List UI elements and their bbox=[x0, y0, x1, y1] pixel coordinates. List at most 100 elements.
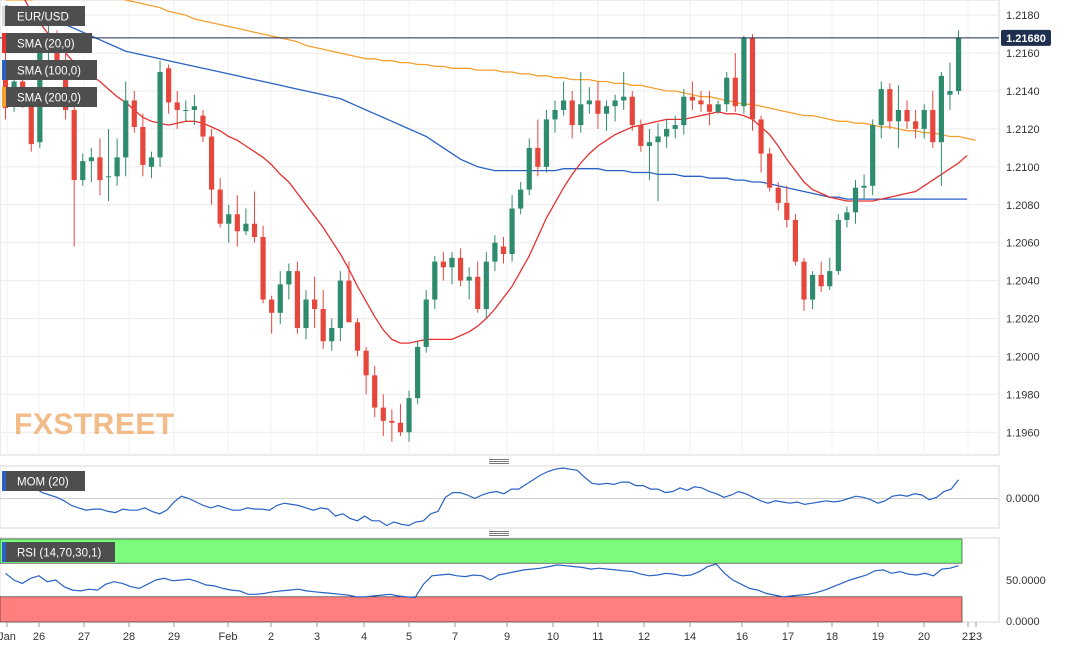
rsi-legend-bg bbox=[2, 542, 115, 562]
candle-body bbox=[449, 257, 455, 268]
rsi-y-tick-50: 50.0000 bbox=[1006, 575, 1046, 587]
legend: EUR/USD SMA (20,0) SMA (100,0) SMA (200,… bbox=[2, 6, 97, 107]
candle-body bbox=[775, 187, 781, 203]
candle-body bbox=[492, 242, 498, 262]
price-y-tick: 1.1960 bbox=[1006, 427, 1040, 439]
sma100-line bbox=[5, 5, 968, 200]
candle bbox=[105, 128, 112, 201]
legend-sma20-text: SMA (20,0) bbox=[17, 39, 75, 51]
candle-body bbox=[560, 100, 567, 110]
candle bbox=[226, 204, 232, 243]
candle-body bbox=[80, 161, 86, 181]
candle-body bbox=[114, 157, 120, 177]
candle bbox=[346, 261, 352, 323]
candle-body bbox=[260, 236, 266, 300]
x-tick-label: 4 bbox=[361, 631, 367, 643]
candle-body bbox=[346, 280, 352, 323]
candle bbox=[311, 276, 318, 328]
sma200-line bbox=[5, 0, 976, 141]
candle bbox=[483, 252, 489, 319]
candle bbox=[767, 147, 773, 192]
candle bbox=[191, 94, 197, 126]
candle bbox=[955, 30, 962, 95]
candle-body bbox=[140, 127, 146, 165]
candle bbox=[457, 248, 464, 287]
candle bbox=[88, 147, 94, 182]
resize-handle-rsi[interactable] bbox=[489, 531, 509, 536]
candle-body bbox=[509, 208, 515, 255]
candle-body bbox=[938, 75, 944, 143]
rsi-y-tick-0: 0.0000 bbox=[1006, 616, 1040, 628]
candle-body bbox=[552, 109, 558, 120]
candle-body bbox=[784, 202, 790, 220]
candle bbox=[578, 72, 584, 133]
candle-body bbox=[870, 125, 876, 186]
candle bbox=[277, 271, 283, 325]
candle-body bbox=[166, 68, 172, 103]
candle-body bbox=[844, 212, 850, 220]
candle bbox=[148, 151, 155, 179]
price-panel-frame bbox=[0, 0, 1000, 456]
candle bbox=[415, 341, 421, 404]
candle bbox=[166, 64, 172, 114]
candle bbox=[664, 119, 670, 148]
x-tick-label: 26 bbox=[33, 631, 45, 643]
candle-body bbox=[337, 280, 343, 328]
x-tick-label: 14 bbox=[684, 631, 696, 643]
candle-body bbox=[681, 96, 687, 126]
candle bbox=[706, 91, 713, 126]
rsi-series-line bbox=[5, 563, 959, 599]
candle-body bbox=[329, 327, 335, 342]
candle-body bbox=[612, 100, 618, 107]
candle-body bbox=[689, 96, 695, 101]
candle-body bbox=[251, 223, 258, 237]
candle bbox=[827, 257, 833, 291]
candle bbox=[801, 257, 807, 311]
candle-body bbox=[603, 106, 610, 114]
mom-panel: 0.0000 MOM (20) bbox=[0, 465, 1040, 529]
candle-body bbox=[483, 261, 489, 310]
x-tick-label: 18 bbox=[826, 631, 838, 643]
resize-handle-mom[interactable] bbox=[489, 459, 509, 464]
candle bbox=[852, 180, 859, 224]
candle-body bbox=[586, 100, 592, 105]
candle bbox=[440, 252, 446, 281]
price-y-tick: 1.1980 bbox=[1006, 389, 1040, 401]
candle-body bbox=[217, 189, 223, 224]
candle-body bbox=[655, 136, 661, 143]
candle-body bbox=[226, 214, 232, 224]
candle-body bbox=[475, 276, 481, 310]
candle-body bbox=[947, 91, 953, 95]
mom-legend-marker bbox=[2, 471, 6, 491]
candle bbox=[586, 87, 592, 114]
candle bbox=[698, 91, 704, 112]
candle bbox=[775, 182, 781, 211]
candle-body bbox=[320, 309, 326, 342]
candle bbox=[363, 346, 369, 395]
x-tick-label: 17 bbox=[782, 631, 794, 643]
price-panel: FXSTREET 1.21801.21601.21401.21201.21001… bbox=[0, 0, 1051, 456]
candle-body bbox=[148, 157, 155, 167]
candle bbox=[921, 104, 927, 139]
candle bbox=[372, 365, 378, 418]
candle-body bbox=[363, 350, 369, 376]
last-price-tag-bg bbox=[1001, 29, 1051, 46]
candle bbox=[638, 119, 644, 152]
candle bbox=[629, 91, 635, 131]
candle bbox=[724, 72, 730, 112]
candle-body bbox=[741, 37, 747, 107]
candle bbox=[492, 235, 498, 272]
last-price-tag-label: 1.21680 bbox=[1006, 33, 1046, 45]
candle bbox=[200, 109, 206, 143]
candle bbox=[732, 53, 738, 112]
legend-sma200-marker bbox=[2, 87, 6, 107]
candle bbox=[466, 267, 472, 300]
x-tick-label: 27 bbox=[78, 631, 90, 643]
price-y-tick: 1.2060 bbox=[1006, 238, 1040, 250]
candle bbox=[526, 138, 532, 196]
candle-body bbox=[724, 77, 730, 105]
rsi-legend-marker bbox=[2, 542, 6, 562]
candle bbox=[655, 123, 661, 201]
price-y-tick: 1.2000 bbox=[1006, 351, 1040, 363]
candle bbox=[294, 261, 301, 334]
